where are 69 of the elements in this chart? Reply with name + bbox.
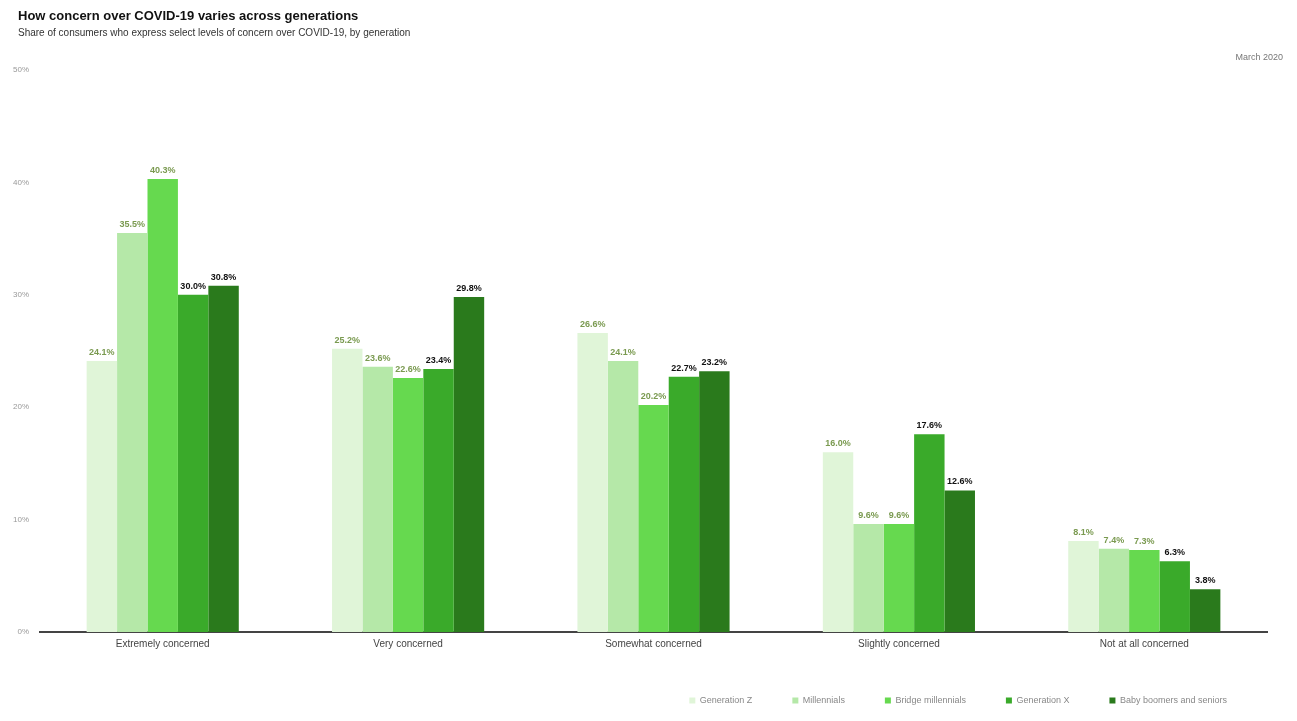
data-label: 22.7%	[671, 362, 697, 373]
data-label: 6.3%	[1164, 547, 1185, 558]
bar	[117, 232, 148, 632]
legend-label: Bridge millennials	[895, 694, 967, 705]
data-label: 24.1%	[610, 347, 636, 358]
data-label: 3.8%	[1194, 575, 1216, 586]
bar	[177, 294, 209, 632]
data-label: 35.5%	[119, 218, 146, 229]
y-tick-label: 20%	[13, 402, 30, 412]
y-tick-label: 30%	[13, 290, 30, 299]
legend-label: Baby boomers and seniors	[1119, 694, 1228, 705]
bar	[607, 361, 639, 632]
bar	[853, 524, 884, 632]
chart-subtitle: Share of consumers who express select levels of concern over COVID-19, by generation	[18, 27, 411, 38]
bar	[699, 371, 730, 632]
bar	[1098, 548, 1130, 632]
bar	[668, 376, 700, 632]
x-tick-label: Not at all concerned	[1099, 637, 1189, 649]
bar	[1159, 561, 1190, 632]
x-tick-label: Extremely concerned	[115, 637, 210, 649]
data-label: 30.0%	[180, 280, 206, 291]
bar	[362, 366, 393, 632]
data-label: 12.6%	[947, 476, 973, 487]
y-tick-label: 50%	[13, 65, 30, 75]
y-tick-label: 40%	[13, 177, 30, 187]
x-tick-label: Slightly concerned	[858, 637, 940, 649]
x-tick-label: Somewhat concerned	[605, 637, 702, 649]
data-label: 9.6%	[888, 510, 910, 521]
bar	[86, 361, 118, 632]
data-label: 9.6%	[858, 510, 879, 521]
data-label: 26.6%	[579, 319, 606, 329]
bar	[577, 333, 608, 632]
y-tick-label: 10%	[13, 514, 30, 524]
bar	[883, 524, 915, 632]
data-label: 24.1%	[89, 347, 115, 358]
bar	[147, 179, 178, 632]
data-label: 7.3%	[1134, 535, 1155, 546]
bar	[332, 348, 363, 632]
bar	[208, 285, 239, 632]
data-label: 20.2%	[640, 390, 667, 401]
bar	[1068, 540, 1099, 632]
data-label: 22.6%	[395, 363, 421, 374]
data-label: 40.3%	[149, 165, 176, 176]
bar	[822, 452, 854, 632]
bar	[944, 490, 975, 632]
data-label: 23.6%	[364, 352, 391, 363]
bar	[1129, 549, 1160, 632]
bar	[423, 368, 454, 632]
data-label: 25.2%	[334, 334, 361, 345]
data-label: 16.0%	[825, 438, 851, 449]
data-label: 8.1%	[1073, 526, 1094, 537]
data-label: 17.6%	[916, 420, 943, 431]
legend-label: Generation X	[1016, 694, 1070, 705]
bar	[453, 297, 485, 632]
bar	[392, 377, 424, 632]
data-label: 23.2%	[701, 357, 728, 368]
data-label: 7.4%	[1103, 534, 1125, 545]
chart-title: How concern over COVID-19 varies across generations	[18, 8, 359, 23]
x-tick-label: Very concerned	[373, 637, 443, 649]
bar	[638, 404, 669, 632]
data-label: 23.4%	[425, 354, 452, 365]
data-label: 29.8%	[456, 283, 482, 294]
data-label: 30.8%	[210, 271, 237, 282]
legend-label: Generation Z	[699, 694, 753, 705]
text: March 2020	[1235, 52, 1283, 62]
bar	[1189, 589, 1221, 632]
bar	[914, 434, 945, 632]
y-tick-label: 0%	[17, 627, 30, 637]
legend-label: Millennials	[802, 694, 846, 705]
